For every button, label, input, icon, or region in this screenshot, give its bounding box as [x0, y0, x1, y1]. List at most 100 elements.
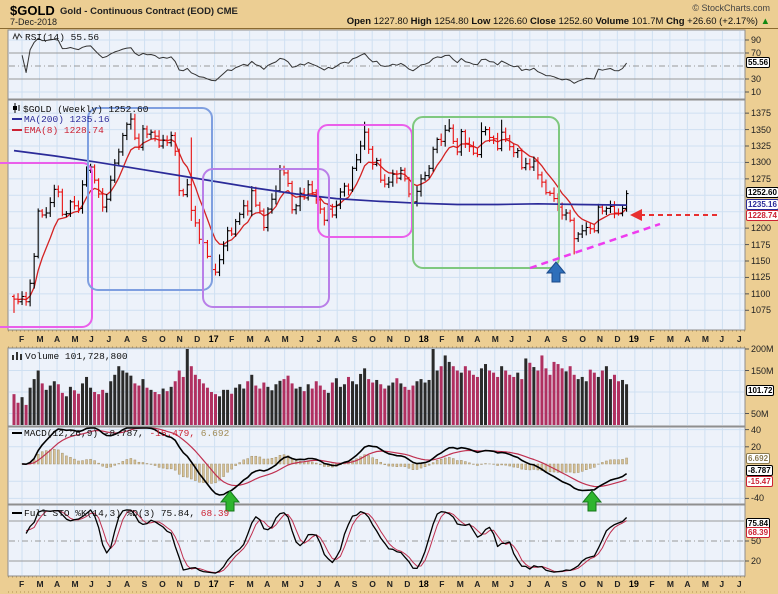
- sto-value-k: 75.84,: [160, 508, 196, 519]
- symbol-description: Gold - Continuous Contract (EOD) CME: [60, 6, 238, 17]
- month-label: M: [246, 334, 254, 344]
- month-label: J: [299, 579, 304, 589]
- price-axis-label: 1100: [751, 288, 771, 299]
- month-label: 18: [418, 334, 429, 344]
- macd-line: [22, 427, 628, 496]
- ma200-label: MA(200): [24, 114, 64, 125]
- sto-axis-label: 20: [751, 556, 762, 566]
- price-candles: [12, 113, 629, 313]
- month-label: J: [719, 579, 725, 589]
- month-label: 18: [418, 579, 429, 589]
- month-label: M: [491, 579, 499, 589]
- month-label: S: [561, 334, 568, 344]
- sto-d-line: [25, 509, 627, 574]
- month-label: 17: [208, 334, 219, 344]
- chart-header: $GOLD Gold - Continuous Contract (EOD) C…: [0, 0, 778, 29]
- close-label: Close: [529, 16, 556, 27]
- annotation-box-4: [412, 116, 560, 269]
- sto-value-d: 68.39: [200, 508, 230, 519]
- month-label: D: [614, 579, 621, 589]
- month-label: J: [106, 334, 112, 344]
- month-label: D: [404, 334, 411, 344]
- ma200-series: [13, 149, 627, 206]
- volume-legend-value: 101,728,800: [64, 351, 128, 362]
- sto-callout: 68.39: [746, 527, 771, 538]
- month-label: M: [666, 334, 674, 344]
- month-label: M: [36, 334, 44, 344]
- volume-value: 101.7M: [631, 16, 664, 27]
- month-label: O: [579, 334, 586, 344]
- ema8-legend: EMA(8) 1228.74: [12, 125, 104, 137]
- price-axis-label: 1150: [751, 256, 771, 266]
- month-label: 19: [628, 579, 639, 589]
- sto-k: [25, 509, 628, 574]
- month-label: F: [649, 334, 655, 344]
- rsi-legend-value: 55.56: [70, 32, 100, 43]
- month-label: S: [351, 579, 358, 589]
- month-label: N: [386, 579, 393, 589]
- macd-histogram: [20, 448, 628, 484]
- month-label: J: [89, 334, 94, 344]
- sto-d: [25, 509, 627, 574]
- ema8-series: [17, 137, 628, 301]
- month-label: O: [369, 579, 376, 589]
- macd-axis-label: 20: [751, 441, 762, 452]
- open-label: Open: [346, 16, 371, 27]
- low-value: 1226.60: [493, 16, 528, 27]
- month-label: 17: [208, 579, 219, 589]
- ma-line-icon: [12, 115, 22, 126]
- month-label: M: [71, 579, 79, 589]
- month-label: A: [124, 579, 131, 589]
- month-label: J: [316, 334, 322, 344]
- annotation-box-0: [0, 162, 93, 328]
- rsi-line: [21, 37, 627, 84]
- month-label: M: [36, 579, 44, 589]
- month-label: A: [264, 579, 271, 589]
- month-label: N: [176, 579, 183, 589]
- month-label: J: [316, 579, 322, 589]
- volume-legend: Volume 101,728,800: [12, 351, 128, 363]
- rsi-line-icon: [12, 32, 23, 44]
- month-label: M: [456, 334, 464, 344]
- ma200-legend: MA(200) 1235.16: [12, 114, 110, 126]
- month-label: A: [54, 579, 61, 589]
- month-label: J: [509, 334, 514, 344]
- month-label: F: [19, 334, 25, 344]
- rsi-legend: RSI(14) 55.56: [12, 32, 99, 44]
- month-label: A: [474, 334, 481, 344]
- rsi-axis-label: 30: [751, 74, 762, 84]
- volume-axis-label: 50M: [751, 408, 769, 419]
- volume-axis-label: 200M: [751, 344, 774, 354]
- rsi-axis-label: 70: [751, 48, 762, 58]
- macd-signal-line: [22, 427, 627, 488]
- price-axis-label: 1075: [751, 305, 772, 316]
- up-arrow-2: [581, 490, 603, 512]
- month-label: J: [299, 334, 304, 344]
- macd-axis-label: -40: [751, 493, 765, 504]
- chg-label: Chg: [666, 16, 685, 27]
- month-label: J: [736, 579, 742, 589]
- month-label: J: [89, 579, 94, 589]
- month-label: M: [491, 334, 499, 344]
- price-axis-label: 1375: [751, 108, 772, 119]
- month-label: J: [526, 579, 532, 589]
- month-label: D: [194, 579, 201, 589]
- month-label: M: [71, 334, 79, 344]
- rsi-series: [21, 37, 627, 84]
- month-label: F: [649, 579, 655, 589]
- month-label: F: [229, 579, 235, 589]
- month-label: A: [124, 334, 131, 344]
- quote-line: Open 1227.80 High 1254.80 Low 1226.60 Cl…: [347, 16, 770, 27]
- volume-bars: [12, 349, 629, 425]
- price-legend-symbol: $GOLD (Weekly): [23, 104, 103, 115]
- month-label: J: [736, 334, 742, 344]
- month-label: D: [194, 334, 201, 344]
- price-legend-value: 1252.60: [108, 104, 149, 115]
- price-axis-label: 1350: [751, 124, 772, 135]
- macd-axis-label: 40: [751, 424, 762, 435]
- annotation-box-1: [87, 107, 213, 291]
- ema8-value: 1228.74: [63, 125, 104, 136]
- ema8-label: EMA(8): [24, 125, 59, 136]
- month-label: N: [596, 579, 603, 589]
